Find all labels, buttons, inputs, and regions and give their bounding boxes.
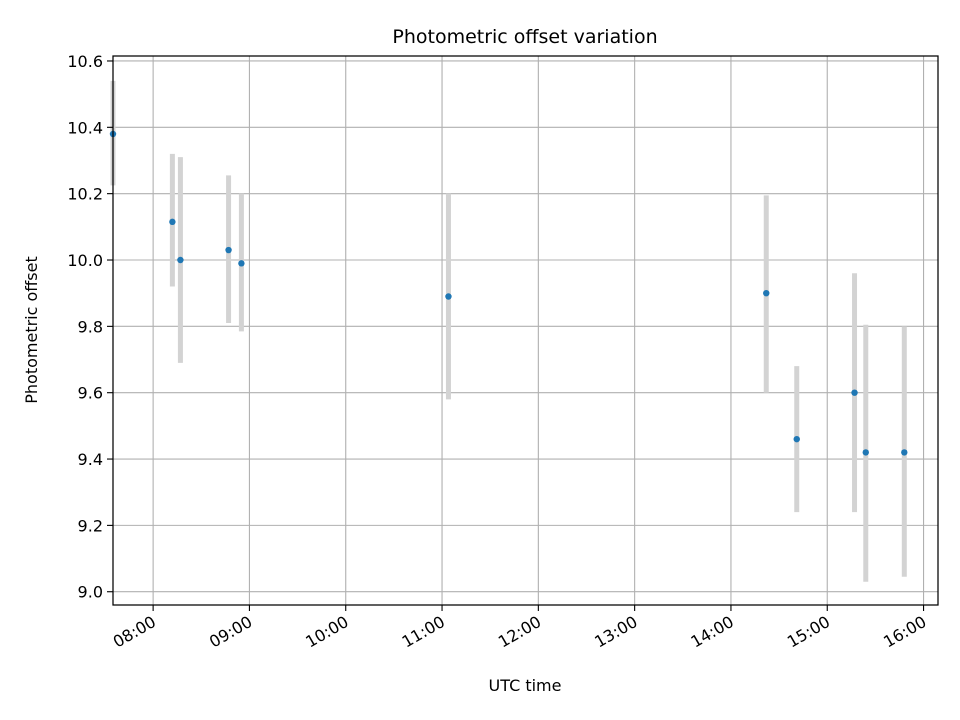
x-axis-label: UTC time (489, 676, 562, 695)
y-axis-label: Photometric offset (22, 256, 41, 404)
y-tick-label: 9.8 (78, 317, 103, 336)
data-point (445, 293, 452, 300)
data-point (169, 218, 176, 226)
plot-frame (112, 55, 939, 606)
y-axis: 9.0 9.2 9.4 9.6 9.8 10.0 10.2 10.4 10.6 (67, 52, 113, 602)
data-point (225, 246, 232, 254)
grid (113, 56, 938, 605)
y-tick-label: 9.0 (78, 583, 103, 602)
data-point (851, 389, 858, 396)
data-point (793, 435, 800, 443)
chart-title: Photometric offset variation (392, 26, 657, 48)
y-tick-label: 10.6 (67, 52, 103, 71)
data-point (763, 289, 770, 297)
y-tick-label: 9.6 (78, 384, 103, 403)
data-points (109, 130, 908, 456)
y-tick-label: 10.4 (67, 118, 103, 137)
data-point (238, 260, 245, 267)
data-point (177, 256, 184, 264)
data-point (862, 449, 869, 456)
y-tick-label: 9.2 (78, 516, 103, 535)
data-point (901, 449, 908, 456)
y-tick-label: 10.0 (67, 251, 103, 270)
y-tick-label: 10.2 (67, 185, 103, 204)
y-tick-label: 9.4 (78, 450, 103, 469)
